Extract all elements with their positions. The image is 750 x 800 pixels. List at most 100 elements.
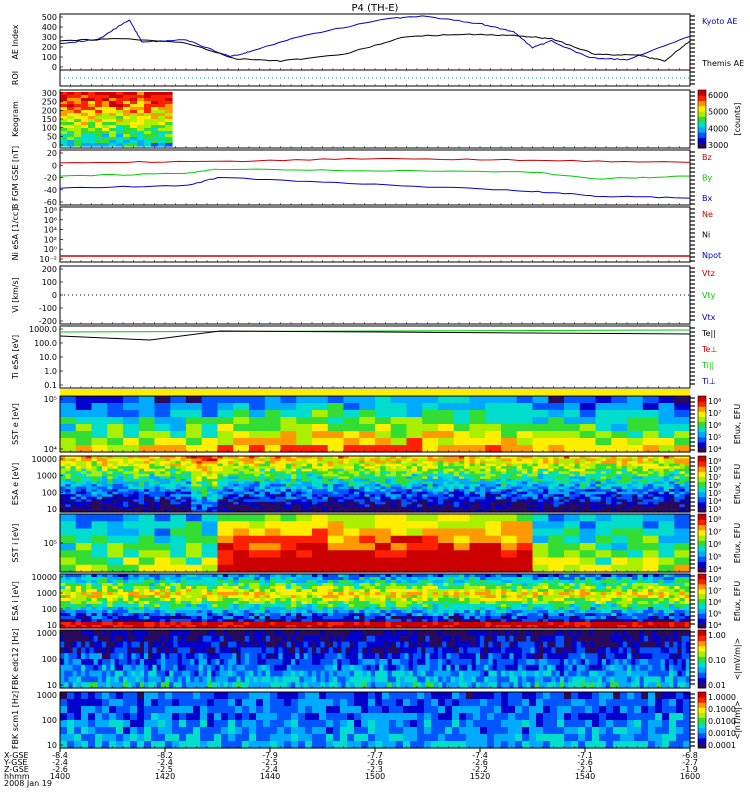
esa_e-cell (595, 456, 602, 460)
esa_e-cell (380, 501, 387, 505)
esa_i-cell (180, 595, 187, 599)
esa_i-cell (186, 580, 192, 584)
keogram-cell (144, 128, 152, 132)
esa_e-cell (348, 456, 355, 460)
sst_i-cell (123, 564, 140, 573)
sst_i-cell (595, 535, 612, 544)
esa_e-cell (243, 481, 250, 485)
esa_e-cell (474, 463, 481, 467)
sst_e-cell (264, 417, 282, 425)
keogram-cell (67, 92, 75, 96)
esa_e-cell (511, 458, 518, 462)
esa_e-cell (75, 471, 82, 475)
sst_i-cell (627, 521, 644, 530)
esa_e-cell (427, 463, 434, 467)
esa_e-cell (275, 476, 282, 480)
esa_e-cell (138, 494, 145, 498)
esa_e-cell (532, 484, 539, 488)
esa_e-cell (648, 458, 654, 462)
esa_e-cell (637, 491, 644, 495)
esa_e-cell (464, 491, 471, 495)
esa_i-cell (196, 586, 203, 590)
esa_e-cell (380, 486, 387, 490)
esa_e-cell (432, 476, 439, 480)
sst_e-cell (627, 445, 644, 453)
esa_e-cell (301, 463, 308, 467)
esa_e-cell (658, 486, 665, 490)
keogram-cell (88, 137, 96, 141)
sst_i-cell (375, 535, 392, 544)
esa_e-cell (359, 473, 366, 477)
esa_e-cell (401, 463, 408, 467)
esa_e-cell (637, 484, 644, 488)
esa_e-cell (527, 461, 534, 465)
esa_e-cell (506, 461, 513, 465)
esa_e-cell (522, 506, 528, 511)
esa_e-cell (369, 456, 376, 460)
keogram-cell (95, 119, 103, 123)
sst_i-cell (327, 557, 345, 566)
esa_i-cell (191, 613, 198, 617)
esa_e-cell (91, 481, 98, 485)
esa_e-colorbar-segment (698, 466, 706, 472)
sst_e-cell (642, 431, 660, 439)
esa_e-cell (553, 484, 560, 488)
esa_e-cell (543, 461, 549, 465)
esa_e-cell (427, 484, 434, 488)
esa_e-cell (359, 461, 366, 465)
sst_i-cell (516, 564, 534, 573)
sst_e-cell (264, 410, 282, 418)
esa_e-cell (301, 504, 308, 508)
esa_i-cell (60, 580, 66, 584)
keogram-cell (102, 125, 110, 129)
esa_e-cell (469, 509, 476, 513)
sst_e-cell (264, 403, 282, 411)
esa_e-cell (653, 484, 660, 488)
esa_e-cell (217, 509, 224, 513)
keogram-cell (81, 98, 89, 102)
esa_e-cell (595, 491, 602, 495)
esa_e-cell (191, 473, 198, 477)
keogram-colorbar-tick: 4000 (708, 124, 728, 133)
keogram-cell (109, 140, 117, 144)
esa_i-cell (96, 574, 103, 578)
esa_e-cell (469, 456, 476, 460)
keogram-cell (137, 140, 145, 144)
esa_e-cell (663, 466, 670, 470)
esa_e-cell (65, 506, 72, 511)
esa_e-cell (338, 501, 345, 505)
sst_i-cell (595, 557, 612, 566)
sst_e-cell (217, 431, 234, 439)
esa_e-cell (427, 489, 434, 493)
esa_e-cell (354, 466, 360, 470)
esa_e-cell (469, 506, 476, 511)
esa_e-cell (469, 494, 476, 498)
sst_i-colorbar-segment (698, 524, 706, 531)
esa_e-cell (459, 458, 465, 462)
esa_e-cell (506, 509, 513, 513)
esa_e-cell (558, 486, 565, 490)
esa_e-cell (595, 461, 602, 465)
keogram-cell (123, 143, 131, 147)
keogram-colorbar-tick: 5000 (708, 108, 728, 117)
esa_e-cell (123, 468, 129, 472)
esa_e-cell (579, 471, 586, 475)
esa_e-cell (333, 471, 339, 475)
sst_e-cell (674, 424, 691, 432)
esa_e-cell (107, 456, 114, 460)
sst_e-cell (642, 396, 660, 404)
esa_e-cell (406, 471, 413, 475)
esa_i-cell (86, 610, 93, 614)
esa_e-cell (642, 489, 649, 493)
esa_e-cell (291, 491, 297, 495)
esa_e-cell (102, 489, 108, 493)
esa_e-cell (159, 496, 166, 500)
esa_e-cell (338, 476, 345, 480)
esa_e-cell (674, 499, 681, 503)
keogram-cell (88, 140, 96, 144)
esa_i-cell (144, 592, 150, 596)
keogram-cell (81, 95, 89, 99)
esa_e-cell (159, 491, 166, 495)
sst_i-cell (501, 557, 518, 566)
esa_i-cell (70, 616, 77, 620)
